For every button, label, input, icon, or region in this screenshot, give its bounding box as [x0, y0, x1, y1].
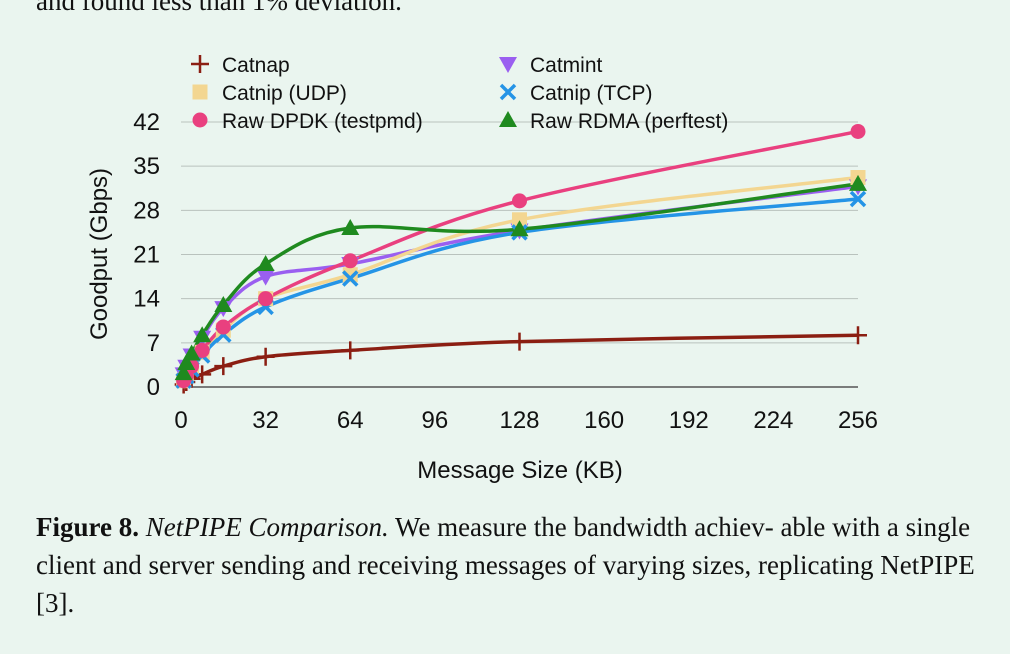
legend-label-catnip-udp: Catnip (UDP) [222, 82, 347, 105]
marker-catnap-32 [256, 347, 275, 366]
y-tick-7: 7 [147, 330, 160, 357]
x-tick-128: 128 [499, 407, 539, 434]
x-tick-64: 64 [337, 407, 364, 434]
marker-catnap-128 [510, 332, 529, 351]
y-tick-35: 35 [133, 153, 160, 180]
x-axis-label: Message Size (KB) [417, 457, 622, 484]
legend-marker-catnip-udp [192, 84, 208, 100]
marker-raw-rdma-perftest-32 [256, 254, 275, 271]
caption-text: We measure the bandwidth achiev- able wi… [36, 512, 975, 618]
marker-raw-dpdk-testpmd-128 [512, 193, 527, 209]
marker-catnap-256 [849, 326, 867, 345]
marker-raw-dpdk-testpmd-16 [215, 319, 231, 335]
marker-raw-rdma-perftest-64 [341, 219, 360, 235]
marker-catnip-udp-128 [512, 212, 527, 228]
x-tick-256: 256 [838, 407, 878, 434]
legend-marker-catnip-tcp [499, 83, 517, 101]
figure-caption: Figure 8. NetPIPE Comparison. We measure… [36, 508, 976, 622]
marker-catnip-udp-64 [342, 267, 358, 283]
legend-marker-raw-dpdk-testpmd [192, 112, 208, 128]
marker-raw-rdma-perftest-2 [177, 354, 196, 371]
x-tick-160: 160 [584, 407, 624, 434]
figure-label: Figure 8. [36, 512, 139, 542]
marker-raw-dpdk-testpmd-64 [342, 253, 358, 269]
legend-marker-raw-rdma-perftest [499, 111, 517, 127]
y-tick-14: 14 [133, 286, 160, 313]
x-tick-labels: 0 32 64 96 128 160 192 224 256 [174, 407, 878, 434]
legend-label-raw-dpdk-testpmd: Raw DPDK (testpmd) [222, 110, 423, 133]
legend-label-catmint: Catmint [530, 54, 603, 77]
legend-label-raw-rdma-perftest: Raw RDMA (perftest) [530, 110, 728, 133]
legend: Catnap Catmint Catnip (UDP) Catnip (TCP) Raw… [191, 54, 728, 133]
marker-raw-rdma-perftest-1 [174, 364, 193, 381]
marker-raw-rdma-perftest-256 [849, 174, 867, 191]
y-tick-21: 21 [133, 242, 160, 269]
y-tick-labels: 0 7 14 21 28 35 42 [133, 109, 160, 401]
x-tick-224: 224 [753, 407, 793, 434]
series-markers [174, 123, 867, 394]
legend-marker-catmint [499, 57, 517, 73]
marker-raw-rdma-perftest-8 [193, 326, 212, 343]
y-axis-label: Goodput (Gbps) [86, 168, 113, 340]
marker-raw-rdma-perftest-16 [214, 295, 233, 312]
y-tick-42: 42 [133, 109, 160, 136]
netpipe-chart: 0 7 14 21 28 35 42 0 32 64 96 128 160 192 224 256 Catn… [86, 54, 878, 484]
figure-title: NetPIPE Comparison. [145, 512, 389, 542]
legend-marker-catnap [191, 55, 209, 73]
marker-catmint-32 [256, 269, 275, 286]
marker-catnap-16 [214, 357, 233, 376]
x-tick-96: 96 [422, 407, 449, 434]
marker-catnip-tcp-256 [849, 190, 867, 208]
marker-raw-rdma-perftest-128 [510, 220, 529, 237]
y-tick-28: 28 [133, 197, 160, 224]
marker-raw-dpdk-testpmd-256 [850, 123, 866, 139]
legend-label-catnap: Catnap [222, 54, 290, 77]
marker-raw-rdma-perftest-4 [182, 344, 201, 361]
x-tick-0: 0 [174, 407, 187, 434]
marker-catnap-64 [341, 341, 360, 360]
preceding-text: and found less than 1% deviation. [36, 0, 402, 16]
x-tick-192: 192 [669, 407, 709, 434]
marker-raw-dpdk-testpmd-8 [194, 342, 210, 358]
y-tick-0: 0 [147, 374, 160, 401]
marker-catnip-tcp-64 [342, 270, 359, 287]
marker-raw-dpdk-testpmd-32 [258, 291, 274, 307]
x-tick-32: 32 [252, 407, 279, 434]
legend-label-catnip-tcp: Catnip (TCP) [530, 82, 653, 105]
